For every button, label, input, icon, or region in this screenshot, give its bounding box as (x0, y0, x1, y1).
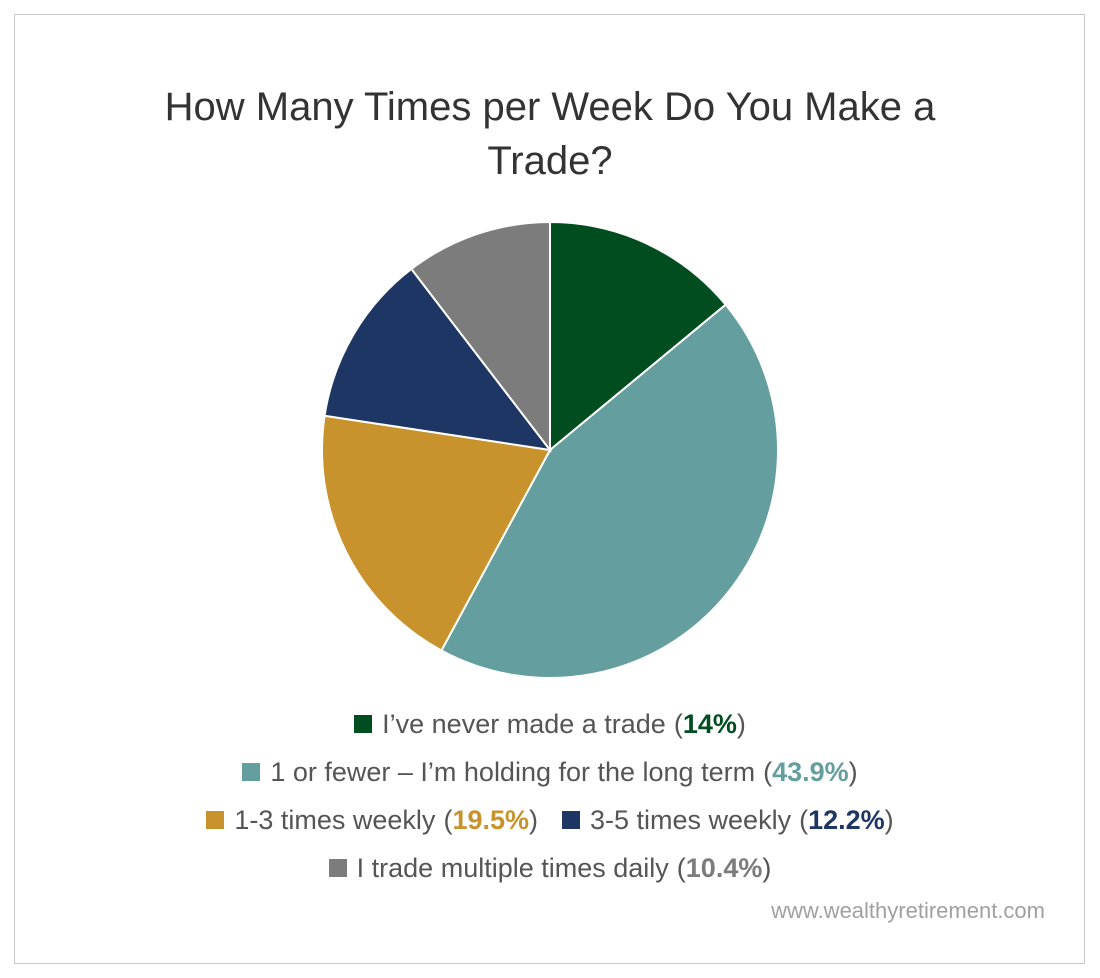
legend-row: I trade multiple times daily(10.4%) (0, 844, 1100, 892)
pie-chart (321, 220, 779, 679)
legend-swatch (562, 811, 580, 829)
legend-value: 12.2% (808, 804, 885, 835)
legend-paren: ) (884, 804, 894, 835)
pie-slice (321, 414, 552, 652)
legend-label: 1 or fewer – I’m holding for the long te… (270, 756, 756, 787)
legend-paren: ( (673, 708, 683, 739)
source: www.wealthyretirement.com (771, 898, 1045, 923)
legend-value: 14% (682, 708, 737, 739)
legend-paren: ( (443, 804, 453, 835)
legend-item: 1 or fewer – I’m holding for the long te… (242, 756, 858, 788)
legend-swatch (206, 811, 225, 829)
pie-slice (323, 267, 553, 452)
legend-value: 19.5% (452, 804, 529, 835)
legend-item: 3-5 times weekly(12.2%) (562, 805, 894, 836)
legend-swatch (328, 859, 347, 877)
legend-paren: ( (763, 756, 773, 787)
legend-swatch (354, 715, 373, 733)
legend-paren: ( (799, 804, 809, 835)
frame (14, 14, 1085, 964)
legend-paren: ) (848, 756, 858, 787)
legend-paren: ) (736, 708, 746, 739)
legend-item: I’ve never made a trade(14%) (354, 709, 746, 740)
legend-swatch (242, 763, 261, 781)
legend-label: I trade multiple times daily (356, 852, 669, 883)
legend: I’ve never made a trade(14%) 1 or fewer –… (0, 700, 1100, 892)
legend-row: 1 or fewer – I’m holding for the long te… (0, 748, 1100, 796)
legend-item: 1-3 times weekly(19.5%) (206, 805, 538, 836)
legend-row: I’ve never made a trade(14%) (0, 700, 1100, 748)
legend-value: 10.4% (685, 852, 763, 883)
legend-label: I’ve never made a trade (382, 708, 666, 739)
legend-paren: ) (529, 804, 538, 835)
pie-slice (549, 220, 728, 453)
pie-slice (440, 303, 779, 679)
legend-value: 43.9% (772, 756, 849, 787)
legend-label: 1-3 times weekly (234, 804, 436, 835)
legend-row: 1-3 times weekly(19.5%) 3-5 times weekly(… (0, 796, 1100, 844)
legend-item: I trade multiple times daily(10.4%) (328, 852, 772, 884)
legend-paren: ) (762, 852, 772, 883)
legend-label: 3-5 times weekly (590, 804, 792, 835)
pie-slice (409, 220, 551, 453)
chart-title: How Many Times per Week Do You Make a Tr… (164, 85, 936, 183)
legend-paren: ( (676, 852, 686, 883)
